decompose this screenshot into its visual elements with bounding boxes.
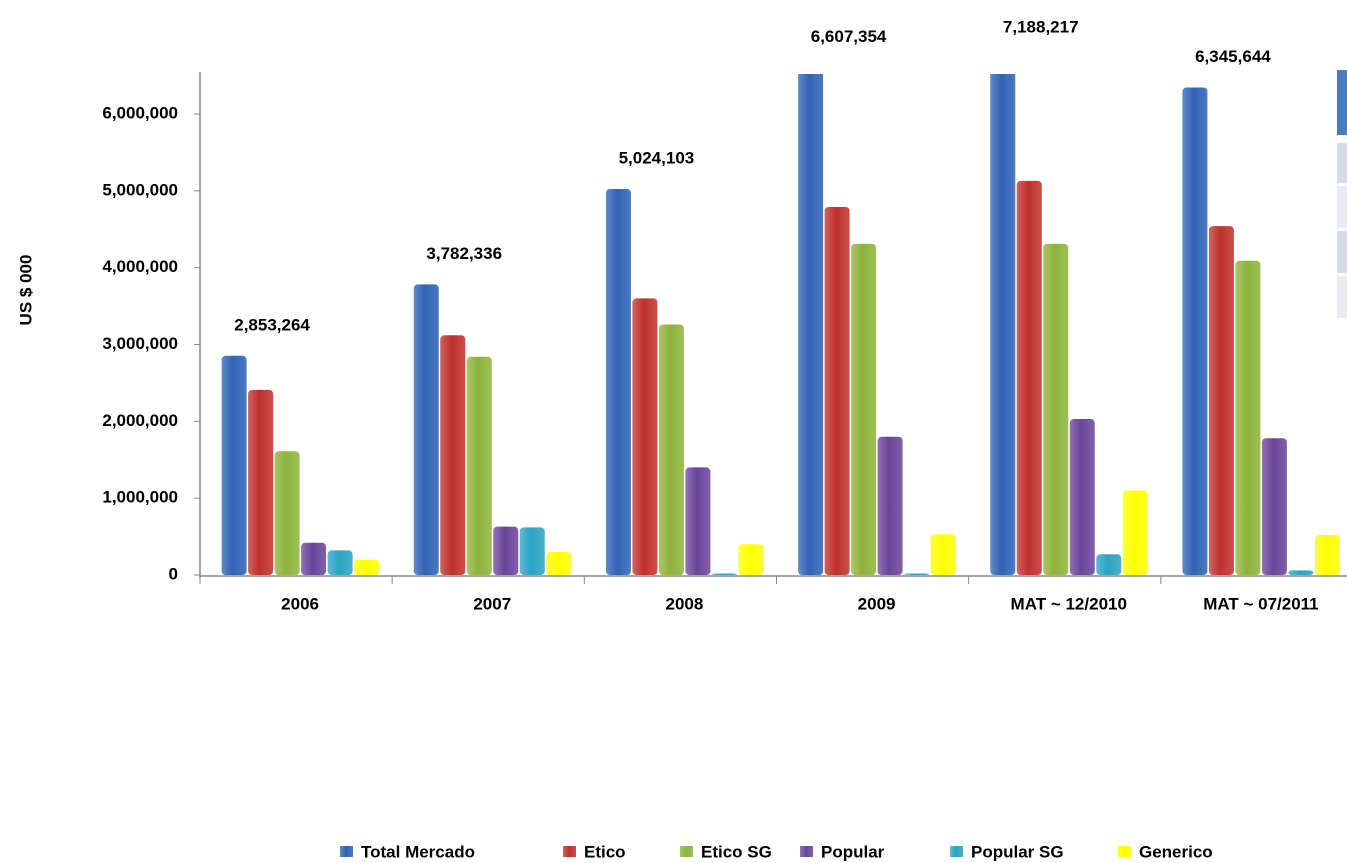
legend-label: Etico bbox=[584, 842, 626, 861]
bar bbox=[1235, 260, 1261, 575]
legend-label: Generico bbox=[1139, 842, 1213, 861]
bar bbox=[221, 355, 247, 575]
bar bbox=[1314, 535, 1340, 575]
legend: Total Mercado Etico Etico SG Popular Popular… bbox=[340, 842, 1213, 861]
bar bbox=[877, 436, 903, 575]
bar bbox=[1016, 180, 1042, 575]
bar bbox=[1261, 438, 1287, 575]
bar bbox=[1208, 226, 1234, 575]
legend-swatch bbox=[680, 846, 693, 857]
x-tick-label: 2009 bbox=[858, 594, 896, 613]
y-tick-label: 1,000,000 bbox=[102, 488, 178, 507]
bar bbox=[1182, 87, 1208, 575]
bar bbox=[930, 534, 956, 575]
legend-label: Popular bbox=[821, 842, 885, 861]
bar bbox=[1122, 490, 1148, 575]
bar bbox=[738, 544, 764, 575]
legend-swatch bbox=[950, 846, 963, 857]
bar bbox=[1096, 554, 1122, 575]
bar bbox=[301, 542, 327, 575]
bar bbox=[413, 284, 439, 575]
x-tick-label: 2008 bbox=[666, 594, 704, 613]
x-tick-label: MAT ~ 07/2011 bbox=[1203, 594, 1318, 613]
bar bbox=[685, 467, 711, 575]
bar bbox=[1043, 243, 1069, 575]
bar bbox=[798, 74, 824, 575]
decor-box bbox=[1337, 186, 1347, 228]
bar bbox=[1069, 419, 1095, 575]
legend-swatch bbox=[1118, 846, 1131, 857]
bar bbox=[519, 527, 545, 575]
legend-swatch bbox=[340, 846, 353, 857]
data-label: 7,188,217 bbox=[1003, 17, 1079, 36]
y-tick-label: 0 bbox=[169, 564, 178, 583]
plot-area bbox=[221, 74, 1340, 576]
bar bbox=[824, 206, 850, 576]
y-tick-label: 3,000,000 bbox=[102, 334, 178, 353]
bar bbox=[327, 550, 353, 575]
bar bbox=[354, 559, 380, 575]
bar bbox=[248, 389, 274, 575]
y-tick-label: 2,000,000 bbox=[102, 411, 178, 430]
data-label: 3,782,336 bbox=[426, 244, 502, 263]
decor-box bbox=[1337, 231, 1347, 273]
y-axis-title: US $ 000 bbox=[16, 255, 35, 326]
x-tick-label: 2007 bbox=[473, 594, 511, 613]
data-label: 6,607,354 bbox=[811, 27, 887, 46]
x-tick-label: MAT ~ 12/2010 bbox=[1011, 594, 1127, 613]
bar bbox=[466, 356, 492, 575]
legend-label: Popular SG bbox=[971, 842, 1064, 861]
bar bbox=[632, 298, 658, 575]
bar bbox=[990, 74, 1016, 575]
bar bbox=[711, 573, 737, 575]
legend-swatch bbox=[563, 846, 576, 857]
x-tick-label: 2006 bbox=[281, 594, 319, 613]
bar bbox=[605, 188, 631, 575]
y-tick-label: 5,000,000 bbox=[102, 180, 178, 199]
decor-box bbox=[1337, 70, 1347, 135]
bar bbox=[274, 451, 300, 575]
data-label: 5,024,103 bbox=[619, 148, 695, 167]
decor-box bbox=[1337, 276, 1347, 318]
bar bbox=[1288, 570, 1314, 575]
bar bbox=[546, 551, 572, 575]
bar bbox=[658, 324, 684, 575]
legend-label: Etico SG bbox=[701, 842, 772, 861]
y-tick-label: 6,000,000 bbox=[102, 103, 178, 122]
data-label: 2,853,264 bbox=[234, 315, 310, 334]
bar bbox=[904, 573, 930, 575]
bar bbox=[440, 335, 466, 575]
legend-swatch bbox=[800, 846, 813, 857]
bar bbox=[493, 526, 519, 575]
y-tick-label: 4,000,000 bbox=[102, 257, 178, 276]
bar bbox=[851, 243, 877, 575]
decor-box bbox=[1337, 143, 1347, 183]
data-label: 6,345,644 bbox=[1195, 47, 1271, 66]
legend-label: Total Mercado bbox=[361, 842, 475, 861]
